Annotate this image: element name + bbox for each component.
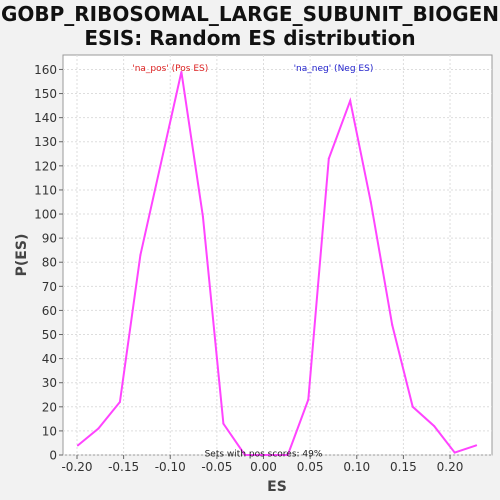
grid-lines [63,55,492,456]
data-point [475,444,478,447]
data-point [327,157,330,160]
data-point [307,398,310,401]
data-point [286,454,289,456]
plot-area [62,54,493,456]
x-tick-label: 0.00 [250,460,277,474]
data-point [118,400,121,403]
y-tick-label: 120 [34,159,57,173]
data-point [411,405,414,408]
y-tick-label: 70 [42,280,57,294]
data-point [180,70,183,73]
data-point [201,215,204,218]
y-tick-label: 60 [42,304,57,318]
series-group [76,70,478,456]
data-point [243,454,246,456]
data-point [265,454,268,456]
y-tick-label: 110 [34,183,57,197]
x-tick-label: -0.05 [201,460,232,474]
y-tick-label: 10 [42,424,57,438]
chart-annotation: 'na_neg' (Neg ES) [294,64,374,74]
data-point [139,254,142,256]
x-tick-label: 0.05 [297,460,324,474]
x-tick-label: 0.15 [390,460,417,474]
x-tick-label: -0.10 [155,460,186,474]
y-tick-label: 50 [42,328,57,342]
chart-annotation: 'na_pos' (Pos ES) [132,64,208,74]
y-tick-label: 140 [34,111,57,125]
y-axis-label: P(ES) [14,234,30,277]
data-point [391,323,394,326]
y-tick-label: 90 [42,232,57,246]
chart-title-line-2: ESIS: Random ES distribution [84,26,416,50]
data-point [453,451,456,454]
chart-title-line-1: GOBP_RIBOSOMAL_LARGE_SUBUNIT_BIOGEN [0,2,500,26]
x-tick-label: -0.20 [61,460,92,474]
x-tick-label: 0.10 [343,460,370,474]
data-point [433,425,436,428]
data-point [222,422,225,425]
y-tick-label: 150 [34,87,57,101]
data-point [349,99,352,102]
chart-annotation: Sets with pos scores: 49% [205,450,323,460]
y-tick-label: 0 [49,449,57,463]
x-tick-label: -0.15 [108,460,139,474]
y-tick-label: 80 [42,256,57,270]
data-point [76,444,79,447]
chart-title: GOBP_RIBOSOMAL_LARGE_SUBUNIT_BIOGEN ESIS… [0,2,500,50]
y-tick-label: 20 [42,400,57,414]
y-tick-label: 130 [34,135,57,149]
y-tick-label: 40 [42,352,57,366]
x-axis-label: ES [267,479,287,495]
x-axis-ticks: -0.20 -0.15 -0.10 -0.05 0.00 0.05 0.10 0.15 0.20 [61,455,463,474]
y-tick-label: 30 [42,376,57,390]
y-tick-label: 160 [34,63,57,77]
annotations: 'na_pos' (Pos ES) 'na_neg' (Neg ES) Sets w… [132,64,373,460]
x-tick-label: 0.20 [437,460,464,474]
y-axis-ticks: 0 10 20 30 40 50 60 70 80 90 100 110 120 130 140 150 160 [34,63,63,463]
data-point [97,427,100,430]
y-tick-label: 100 [34,208,57,222]
data-point [369,200,372,203]
